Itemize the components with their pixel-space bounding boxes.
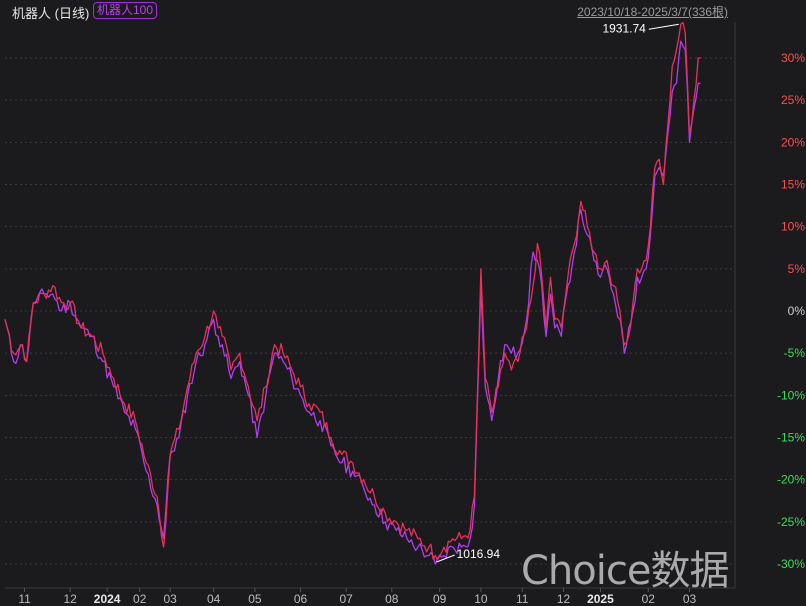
x-tick-label: 11 <box>516 592 529 606</box>
x-tick-label: 08 <box>385 592 399 606</box>
x-tick-label: 03 <box>683 592 697 606</box>
x-tick-label: 02 <box>642 592 656 606</box>
series-line-main <box>4 21 701 561</box>
y-tick-label: 20% <box>781 135 805 149</box>
y-tick-label: 0% <box>788 304 806 318</box>
x-tick-label: 04 <box>207 592 221 606</box>
y-tick-label: -25% <box>777 515 805 529</box>
series-line-compare <box>4 40 701 565</box>
x-tick-label: 09 <box>433 592 447 606</box>
y-tick-label: -20% <box>777 473 805 487</box>
y-tick-label: -15% <box>777 431 805 445</box>
y-tick-label: 25% <box>781 93 805 107</box>
x-tick-label: 02 <box>133 592 147 606</box>
y-tick-label: -5% <box>784 346 806 360</box>
y-tick-label: 5% <box>788 262 806 276</box>
grid-lines <box>5 22 736 589</box>
y-axis-ticks: 30% 25% 20% 15% 10% 5% 0% -5% -10% -15% -20% -25% -3… <box>777 51 805 571</box>
y-tick-label: -30% <box>777 557 805 571</box>
x-tick-label: 06 <box>294 592 308 606</box>
annotation-label: 1931.74 <box>602 21 646 35</box>
x-tick-label: 2024 <box>94 592 121 606</box>
x-tick-label: 12 <box>557 592 571 606</box>
y-tick-label: -10% <box>777 388 805 402</box>
x-tick-label: 10 <box>474 592 488 606</box>
y-tick-label: 15% <box>781 178 805 192</box>
date-range[interactable]: 2023/10/18-2025/3/7(336根) <box>577 5 728 19</box>
y-tick-label: 30% <box>781 51 805 65</box>
x-tick-label: 12 <box>64 592 78 606</box>
annotation-arrow <box>436 554 455 563</box>
x-tick-label: 2025 <box>587 592 614 606</box>
x-axis-ticks: 11 12 2024 02 03 04 05 06 07 08 09 10 11 12 2025 02 03 <box>18 588 697 606</box>
x-tick-label: 11 <box>18 592 31 606</box>
series-lines <box>4 21 701 565</box>
chart-title: 机器人 (日线) <box>12 6 90 21</box>
annotations: 1931.74 1016.94 <box>436 21 679 563</box>
annotation-label: 1016.94 <box>457 547 501 561</box>
watermark: Choice数据 <box>521 548 729 594</box>
x-tick-label: 07 <box>340 592 354 606</box>
x-tick-label: 03 <box>163 592 177 606</box>
y-tick-label: 10% <box>781 220 805 234</box>
compare-badge[interactable]: 机器人100 <box>93 2 158 19</box>
x-tick-label: 05 <box>248 592 262 606</box>
annotation-arrow <box>648 23 679 30</box>
